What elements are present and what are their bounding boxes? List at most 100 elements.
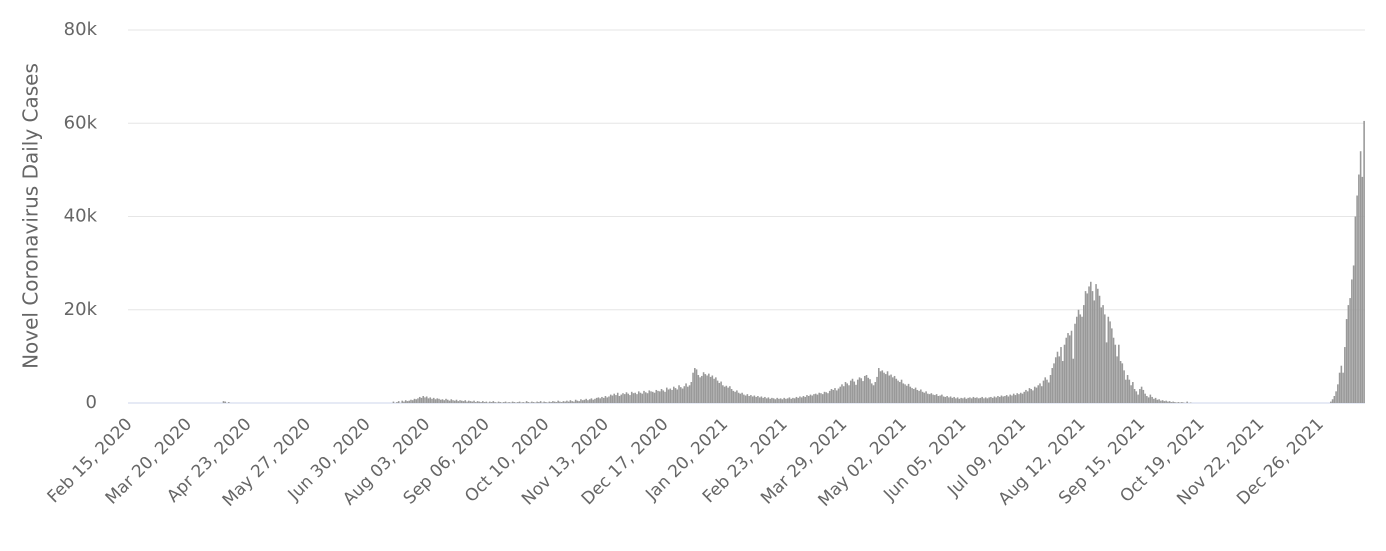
bar (883, 372, 885, 403)
bar (715, 377, 717, 403)
bar (960, 397, 962, 403)
bar (925, 391, 927, 403)
bar (667, 389, 670, 403)
bar (788, 397, 791, 403)
bar (713, 378, 715, 403)
bar (531, 401, 533, 403)
bar (576, 400, 579, 403)
bar (476, 401, 479, 403)
bar (825, 392, 828, 403)
bar (651, 391, 654, 403)
y-tick-label: 0 (86, 392, 97, 413)
bar (818, 392, 821, 403)
bar (1135, 391, 1138, 403)
bar (1028, 388, 1031, 403)
bar (997, 396, 999, 403)
bar (396, 402, 398, 403)
bar (816, 394, 819, 403)
bar (1331, 399, 1334, 403)
bar (995, 397, 997, 403)
bar (804, 396, 806, 403)
bar (1095, 284, 1097, 403)
bar (823, 391, 826, 403)
bar (892, 377, 894, 403)
bar (413, 398, 416, 403)
bar (616, 392, 619, 403)
bar (858, 377, 861, 403)
y-tick-label: 80k (64, 19, 98, 40)
bar (424, 397, 426, 403)
bar (559, 401, 561, 403)
bar (1058, 356, 1061, 403)
bar (970, 398, 973, 403)
bar (1067, 333, 1069, 403)
bar (615, 395, 617, 403)
bar (1063, 344, 1066, 403)
bar (1074, 323, 1076, 403)
bar (1126, 375, 1129, 403)
bar (1349, 298, 1351, 403)
bar (988, 397, 990, 403)
bar (814, 393, 817, 403)
bar (1051, 368, 1054, 403)
bar (627, 393, 630, 403)
bar (1097, 288, 1099, 403)
bar (885, 374, 887, 403)
bar (553, 401, 556, 403)
bar (1011, 395, 1013, 403)
bar (1075, 316, 1078, 403)
bar (935, 394, 938, 403)
bar (1351, 279, 1353, 403)
bar (939, 395, 941, 403)
bar (828, 390, 831, 403)
bar (664, 391, 666, 403)
bar (665, 387, 668, 403)
bar (587, 400, 589, 403)
bar (403, 401, 405, 403)
bar (599, 398, 601, 403)
bar (870, 383, 873, 403)
bar (457, 401, 460, 403)
bar (1140, 386, 1143, 403)
bar (1172, 401, 1174, 403)
bar (1039, 383, 1041, 403)
bar (741, 392, 743, 403)
bar (842, 386, 845, 403)
bar (856, 379, 859, 403)
bar (557, 400, 559, 403)
bar (790, 398, 792, 403)
bar (1142, 389, 1145, 403)
bar (1358, 174, 1360, 403)
bar (420, 397, 423, 403)
bar (1032, 390, 1034, 403)
bar (1091, 291, 1094, 403)
bar (767, 397, 770, 403)
bar (841, 384, 843, 403)
bar (602, 397, 605, 403)
bar (1012, 393, 1015, 403)
bar (1040, 386, 1043, 403)
bar (869, 379, 871, 403)
bar (480, 402, 482, 403)
bar (1047, 382, 1050, 403)
bar (844, 382, 847, 403)
bar (555, 402, 558, 403)
bar (482, 401, 484, 403)
bar (736, 390, 738, 403)
bar (1021, 393, 1024, 403)
bar (632, 393, 635, 403)
bar (1156, 399, 1159, 403)
bar (1123, 370, 1125, 403)
bar (1114, 344, 1117, 403)
bar (1342, 372, 1344, 403)
bar (680, 387, 682, 403)
bar (539, 401, 542, 403)
bar (657, 390, 659, 403)
bar (404, 400, 407, 403)
bar (494, 402, 496, 403)
bar (630, 391, 633, 403)
bar (835, 390, 838, 403)
bar (588, 399, 591, 403)
bar (545, 402, 547, 403)
